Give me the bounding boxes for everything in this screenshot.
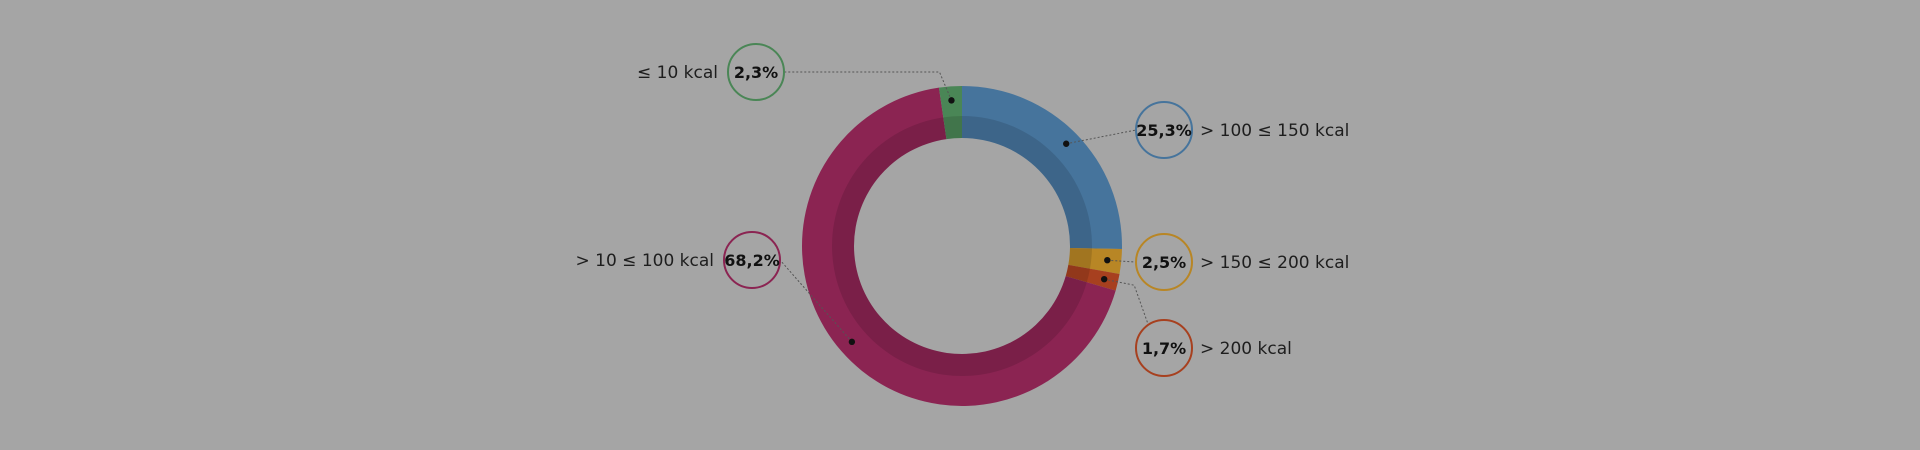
leader-line bbox=[1107, 259, 1137, 263]
donut-slice bbox=[1065, 264, 1120, 291]
donut-slice bbox=[1068, 248, 1122, 275]
slice-category-label: > 100 ≤ 150 kcal bbox=[1200, 121, 1349, 141]
anchor-dot bbox=[1063, 140, 1070, 147]
donut-slice-inner-band bbox=[1068, 248, 1092, 269]
donut-slice-inner-band bbox=[1065, 264, 1090, 283]
value-circle bbox=[1135, 319, 1193, 377]
donut-slice bbox=[938, 86, 962, 140]
donut-slice bbox=[962, 86, 1122, 250]
value-circle bbox=[727, 43, 785, 101]
slice-value-label: 68,2% bbox=[724, 251, 780, 270]
anchor-dot bbox=[948, 97, 955, 104]
anchor-dot bbox=[1104, 256, 1111, 264]
anchor-dot bbox=[848, 338, 856, 346]
slice-value-label: 2,5% bbox=[1142, 253, 1186, 272]
donut-slices bbox=[802, 86, 1122, 407]
slice-value-label: 25,3% bbox=[1136, 121, 1192, 140]
value-circle bbox=[1135, 101, 1193, 159]
callouts: 25,3% > 100 ≤ 150 kcal 2,5% > 150 ≤ 200 kca… bbox=[575, 43, 1349, 377]
slice-category-label: > 200 kcal bbox=[1200, 339, 1292, 359]
donut-slice-inner-band bbox=[943, 116, 962, 140]
donut-slice bbox=[802, 87, 1116, 407]
value-circle bbox=[1135, 233, 1193, 291]
value-circle bbox=[723, 231, 781, 289]
slice-value-label: 1,7% bbox=[1142, 339, 1186, 358]
slice-category-label: > 10 ≤ 100 kcal bbox=[575, 251, 714, 271]
slice-category-label: > 150 ≤ 200 kcal bbox=[1200, 253, 1349, 273]
anchor-dot bbox=[1100, 275, 1108, 283]
donut-slice-inner-band bbox=[962, 116, 1092, 249]
slice-value-label: 2,3% bbox=[734, 63, 778, 82]
slice-category-label: ≤ 10 kcal bbox=[637, 63, 718, 83]
